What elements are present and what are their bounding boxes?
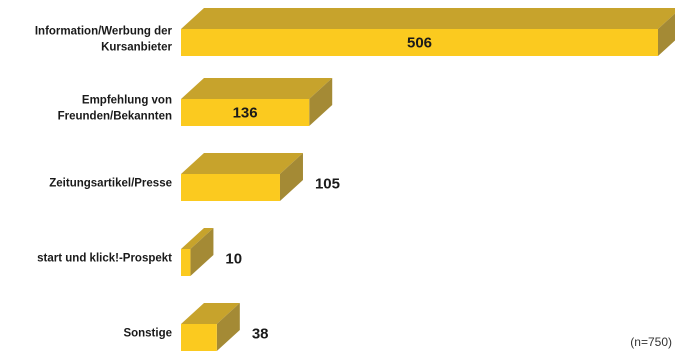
bar-front-face bbox=[181, 324, 217, 351]
bar-top-face bbox=[181, 153, 303, 174]
bar-1 bbox=[181, 78, 333, 126]
bar-side-face bbox=[658, 13, 675, 56]
bar-top-face bbox=[181, 228, 214, 249]
bar-top-face bbox=[181, 8, 675, 29]
bar-front-face bbox=[181, 99, 310, 126]
bar-top-face bbox=[181, 78, 333, 99]
category-label: start und klick!-Prospekt bbox=[37, 253, 172, 265]
category-label: Zeitungsartikel/Presse bbox=[49, 178, 172, 190]
category-label: Information/Werbung der bbox=[35, 26, 173, 38]
bar-3 bbox=[181, 228, 214, 276]
bar-side-face bbox=[190, 228, 214, 276]
bar-front-face bbox=[181, 29, 658, 56]
bar-top-face bbox=[181, 303, 240, 324]
category-label: Kursanbieter bbox=[101, 42, 172, 54]
bar-front-face bbox=[181, 174, 280, 201]
category-label: Empfehlung von bbox=[82, 95, 172, 107]
data-label: 506 bbox=[407, 34, 432, 51]
data-label: 10 bbox=[225, 250, 242, 267]
labels: 506 Information/Werbung der Kursanbieter 13… bbox=[35, 26, 432, 343]
data-label: 105 bbox=[315, 175, 340, 192]
data-label: 38 bbox=[252, 325, 269, 342]
bar-side-face bbox=[309, 78, 333, 126]
bars bbox=[181, 8, 675, 351]
bar-2 bbox=[181, 153, 303, 201]
bar-0 bbox=[181, 8, 675, 56]
bar-4 bbox=[181, 303, 240, 351]
category-label: Sonstige bbox=[123, 328, 172, 340]
bar-side-face bbox=[279, 153, 303, 201]
data-label: 136 bbox=[233, 104, 258, 121]
bar-front-face bbox=[181, 249, 191, 276]
sample-size-note: (n=750) bbox=[630, 335, 672, 349]
category-label: Freunden/Bekannten bbox=[58, 111, 172, 123]
bar-side-face bbox=[216, 303, 240, 351]
